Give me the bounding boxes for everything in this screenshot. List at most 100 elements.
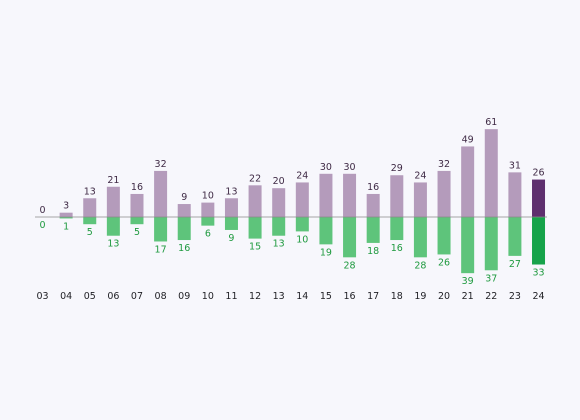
x-tick-label-24: 24 [532,291,544,302]
positive-bar-21 [461,146,475,217]
positive-bar-13 [272,188,286,217]
x-tick-label-18: 18 [391,291,403,302]
positive-bar-04 [59,212,73,217]
positive-bar-23 [508,172,522,217]
negative-value-label-17: 18 [367,246,379,257]
x-tick-label-17: 17 [367,291,379,302]
positive-value-label-08: 32 [155,159,167,170]
negative-value-label-09: 16 [178,243,190,254]
negative-value-label-10: 6 [205,229,211,240]
x-tick-label-20: 20 [438,291,450,302]
negative-bar-05 [83,217,97,225]
negative-value-label-21: 39 [462,276,474,287]
positive-bar-07 [130,193,144,217]
negative-bar-13 [272,217,286,236]
positive-value-label-19: 24 [414,170,426,181]
negative-value-label-05: 5 [87,227,93,238]
negative-bar-20 [437,217,451,255]
negative-value-label-22: 37 [485,273,497,284]
x-tick-label-14: 14 [296,291,308,302]
x-tick-label-07: 07 [131,291,143,302]
x-tick-label-12: 12 [249,291,261,302]
negative-bar-19 [413,217,427,258]
x-tick-label-03: 03 [36,291,48,302]
positive-value-label-12: 22 [249,173,261,184]
positive-bar-15 [319,173,333,217]
positive-value-label-13: 20 [273,176,285,187]
positive-value-label-11: 13 [225,186,237,197]
x-axis-tick-labels: 03 04 05 06 07 08 09 10 11 12 13 14 15 16 17 18 19 20 21 22… [36,291,544,302]
positive-value-label-09: 9 [181,192,187,203]
negative-value-label-12: 15 [249,242,261,253]
x-tick-label-23: 23 [509,291,521,302]
negative-bar-07 [130,217,144,225]
positive-bar-17 [366,193,380,217]
positive-bar-24 [532,179,546,217]
positive-value-label-14: 24 [296,170,308,181]
negative-value-label-16: 28 [344,260,356,271]
positive-bar-06 [106,186,120,217]
x-tick-label-21: 21 [462,291,474,302]
negative-value-label-06: 13 [107,239,119,250]
negative-bar-23 [508,217,522,256]
positive-value-label-20: 32 [438,159,450,170]
negative-value-label-24: 33 [532,268,544,279]
positive-bar-08 [154,170,168,217]
negative-value-label-15: 19 [320,247,332,258]
negative-bar-09 [177,217,191,241]
negative-bar-21 [461,217,475,274]
positive-bar-20 [437,170,451,217]
negative-bar-04 [59,217,73,219]
negative-bar-06 [106,217,120,236]
positive-bar-22 [484,129,498,217]
negative-bar-17 [366,217,380,243]
x-tick-label-15: 15 [320,291,332,302]
positive-value-labels: 0 3 13 21 16 32 9 10 13 22 20 24 30 30 16 29 24 32 49 61 31 2… [39,117,544,216]
x-tick-label-09: 09 [178,291,190,302]
positive-value-label-15: 30 [320,162,332,173]
x-tick-label-04: 04 [60,291,72,302]
positive-bar-18 [390,175,404,217]
positive-bar-14 [295,182,309,217]
x-tick-label-08: 08 [155,291,167,302]
x-tick-label-16: 16 [344,291,356,302]
negative-value-label-08: 17 [155,244,167,255]
negative-bar-18 [390,217,404,241]
x-tick-label-13: 13 [273,291,285,302]
negative-value-label-18: 16 [391,243,403,254]
negative-value-label-04: 1 [63,221,69,232]
positive-value-label-22: 61 [485,117,497,128]
x-tick-label-19: 19 [414,291,426,302]
positive-value-label-10: 10 [202,191,214,202]
x-tick-label-05: 05 [84,291,96,302]
positive-value-label-21: 49 [462,134,474,145]
negative-bar-12 [248,217,262,239]
positive-bar-11 [224,198,238,217]
positive-value-label-17: 16 [367,182,379,193]
positive-bar-19 [413,182,427,217]
positive-value-label-05: 13 [84,186,96,197]
negative-bar-22 [484,217,498,271]
negative-value-label-03: 0 [39,220,45,231]
positive-value-label-24: 26 [532,168,544,179]
negative-bar-11 [224,217,238,230]
negative-bar-16 [343,217,357,258]
positive-value-label-16: 30 [344,162,356,173]
positive-value-label-18: 29 [391,163,403,174]
positive-bar-16 [343,173,357,217]
negative-bar-24 [532,217,546,265]
positive-bar-10 [201,202,215,217]
positive-value-label-23: 31 [509,160,521,171]
positive-bar-09 [177,204,191,217]
positive-value-label-07: 16 [131,182,143,193]
x-tick-label-22: 22 [485,291,497,302]
positive-value-label-06: 21 [107,175,119,186]
positive-bar-12 [248,185,262,217]
negative-value-label-13: 13 [273,239,285,250]
x-tick-label-11: 11 [225,291,237,302]
negative-value-label-23: 27 [509,259,521,270]
negative-value-label-20: 26 [438,257,450,268]
positive-value-label-04: 3 [63,201,69,212]
